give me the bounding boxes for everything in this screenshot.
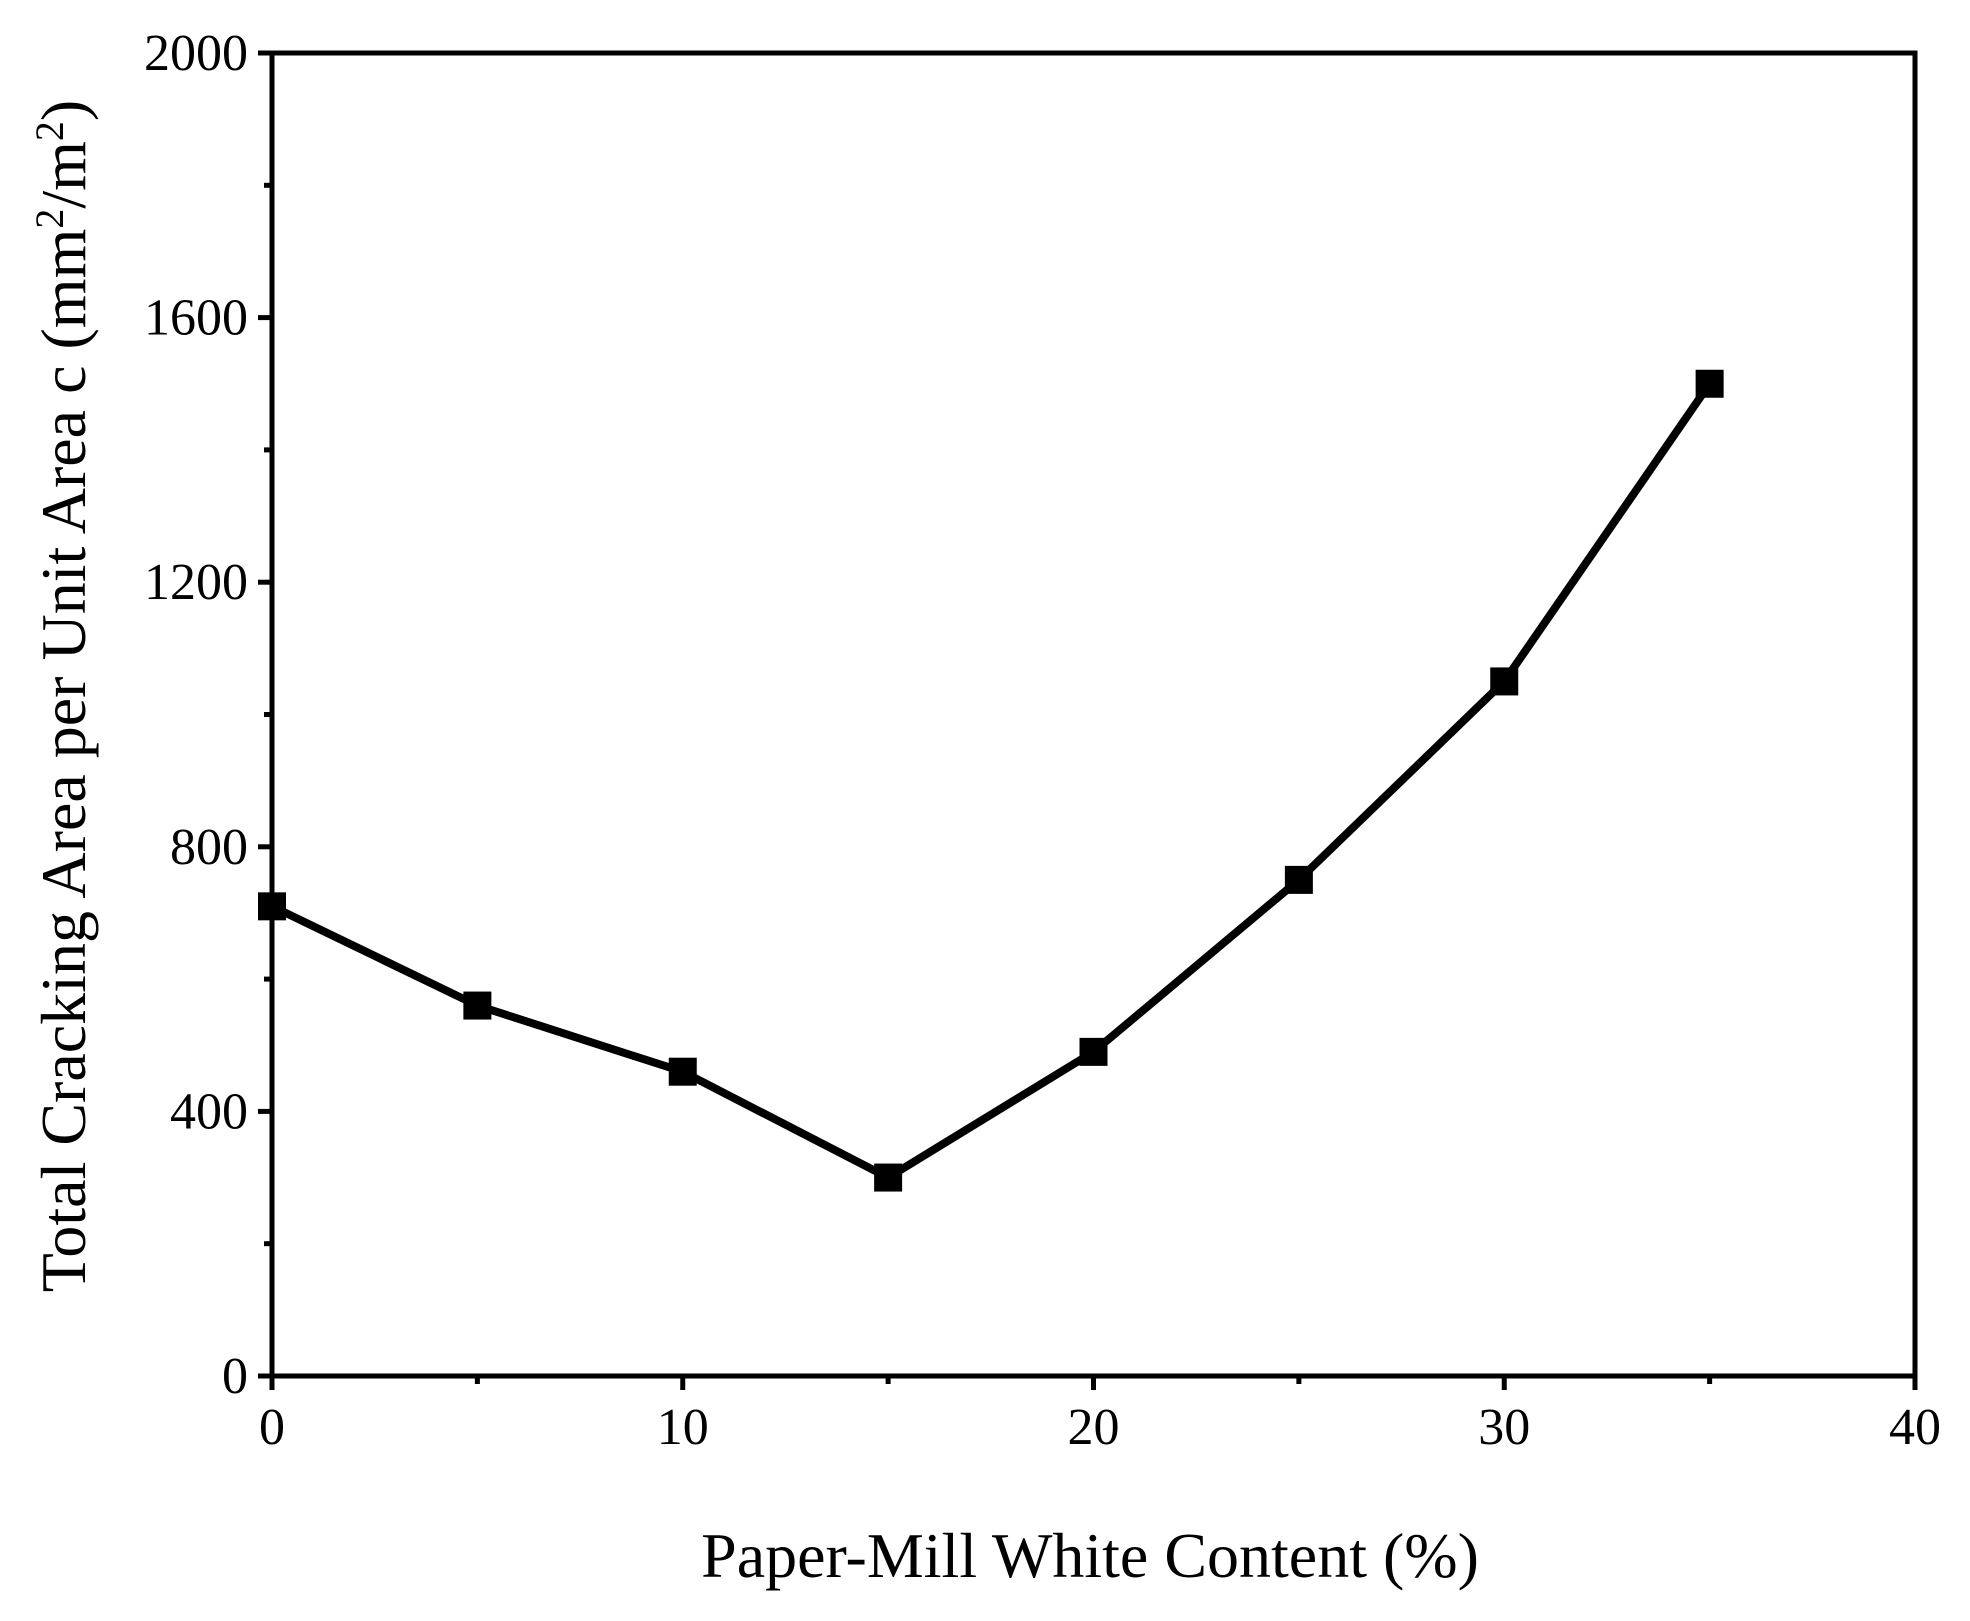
y-axis-title-superscript-1: 2	[27, 209, 72, 229]
x-tick-label: 40	[1889, 1399, 1941, 1456]
x-axis-title: Paper-Mill White Content (%)	[701, 1520, 1479, 1591]
y-tick-label: 0	[222, 1348, 248, 1405]
y-tick-label: 1600	[144, 290, 248, 347]
x-tick-label: 10	[657, 1399, 709, 1456]
y-tick-label: 800	[170, 819, 248, 876]
y-axis-title-suffix: )	[28, 100, 99, 121]
data-point	[668, 1057, 697, 1086]
series-line	[270, 381, 1713, 1182]
y-tick-label: 2000	[144, 25, 248, 82]
data-point	[1695, 369, 1724, 398]
y-tick-label: 1200	[144, 554, 248, 611]
data-point	[258, 892, 286, 921]
y-axis-title-superscript-2: 2	[27, 121, 72, 141]
x-tick-label: 30	[1478, 1399, 1530, 1456]
data-point	[874, 1163, 903, 1192]
data-point	[1079, 1037, 1108, 1066]
data-point	[1490, 667, 1519, 696]
x-tick-label: 20	[1068, 1399, 1120, 1456]
plot-frame	[269, 50, 1918, 1379]
y-axis-title-prefix: Total Cracking Area per Unit Area c (mm	[28, 229, 99, 1293]
y-axis-title-middle: /m	[28, 141, 99, 209]
y-tick-label: 400	[170, 1083, 248, 1140]
data-point	[463, 991, 492, 1020]
data-point	[1284, 865, 1313, 894]
x-tick-label: 0	[259, 1399, 285, 1456]
y-axis-title: Total Cracking Area per Unit Area c (mm2…	[27, 100, 100, 1292]
